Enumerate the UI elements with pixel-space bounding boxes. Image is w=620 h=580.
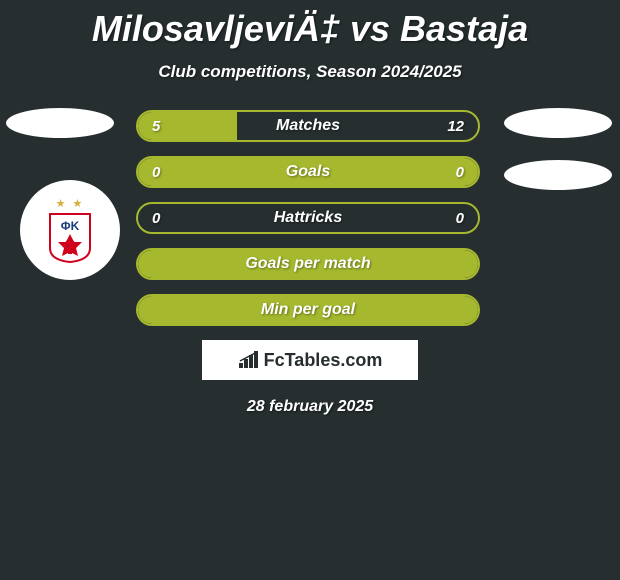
stat-label: Hattricks	[138, 209, 478, 227]
player-avatar-right-2	[504, 160, 612, 190]
brand-name: FcTables.com	[264, 350, 383, 371]
stat-row-matches: 5 Matches 12	[136, 110, 480, 142]
brand-box: FcTables.com	[202, 340, 418, 380]
badge-shield-icon: ΦK	[48, 212, 92, 264]
brand-chart-icon	[238, 351, 260, 369]
player-avatar-right-1	[504, 108, 612, 138]
stat-right-value: 0	[456, 210, 464, 227]
stats-area: 5 Matches 12 0 Goals 0 0 Hattricks 0 Goa…	[136, 110, 480, 326]
club-badge: ★ ★ ΦK	[20, 180, 120, 280]
badge-letters: ΦK	[61, 219, 80, 233]
stat-right-value: 0	[456, 164, 464, 181]
footer-date: 28 february 2025	[0, 398, 620, 416]
stat-right-value: 12	[447, 118, 464, 135]
subtitle: Club competitions, Season 2024/2025	[0, 62, 620, 82]
page-title: MilosavljeviÄ‡ vs Bastaja	[0, 0, 620, 50]
player-avatar-left	[6, 108, 114, 138]
stat-label: Goals	[138, 163, 478, 181]
stat-row-hattricks: 0 Hattricks 0	[136, 202, 480, 234]
stat-label: Min per goal	[138, 301, 478, 319]
stat-row-min-per-goal: Min per goal	[136, 294, 480, 326]
stat-label: Matches	[138, 117, 478, 135]
stat-row-goals: 0 Goals 0	[136, 156, 480, 188]
stat-row-goals-per-match: Goals per match	[136, 248, 480, 280]
comparison-content: ★ ★ ΦK 5 Matches 12 0 Goals 0 0 Hat	[0, 110, 620, 416]
stat-label: Goals per match	[138, 255, 478, 273]
badge-stars-icon: ★ ★	[56, 197, 85, 210]
